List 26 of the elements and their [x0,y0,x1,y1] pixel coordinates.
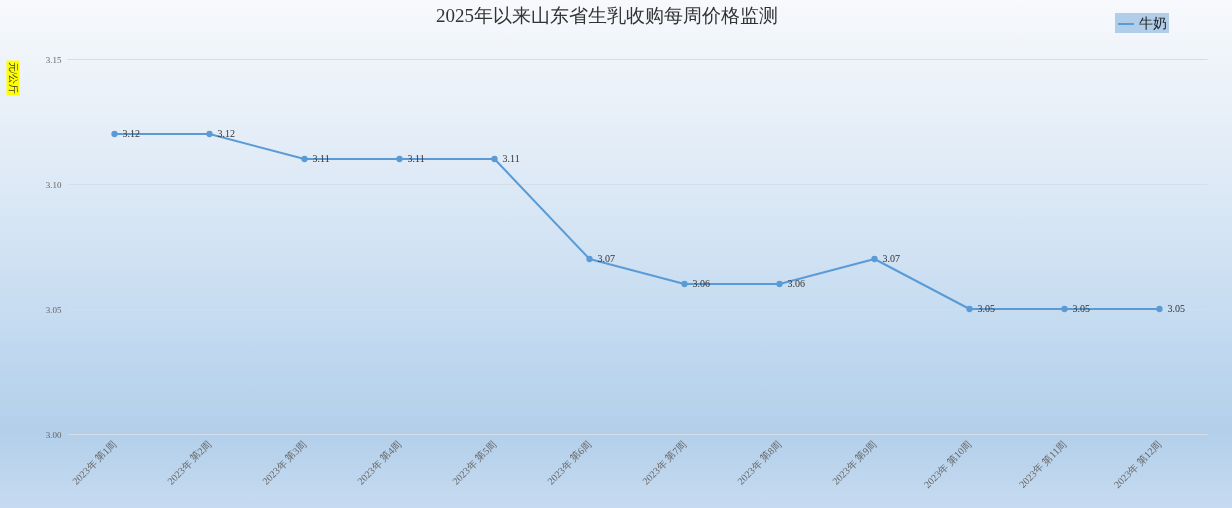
data-label: 3.06 [787,278,805,289]
chart-title: 2025年以来山东省生乳收购每周价格监测 [436,5,778,26]
y-tick-label: 3.05 [45,304,62,315]
point [776,280,783,288]
data-label: 3.07 [882,253,900,264]
y-tick-label: 3.10 [45,179,62,190]
data-label: 3.07 [597,253,615,264]
y-tick-label: 3.00 [45,429,62,440]
data-label: 3.12 [217,128,235,139]
point [1061,305,1068,313]
point [871,255,878,263]
data-label: 3.05 [1072,303,1090,314]
data-label: 3.05 [1167,303,1185,314]
point [966,305,973,313]
point [206,130,213,138]
legend-label: 牛奶 [1139,16,1167,31]
point [1156,305,1163,313]
point [396,155,403,163]
point [491,155,498,163]
point [681,280,688,288]
data-label: 3.11 [502,153,520,164]
data-label: 3.05 [977,303,995,314]
y-tick-label: 3.15 [45,54,62,65]
point [301,155,308,163]
point [586,255,593,263]
point [111,130,118,138]
